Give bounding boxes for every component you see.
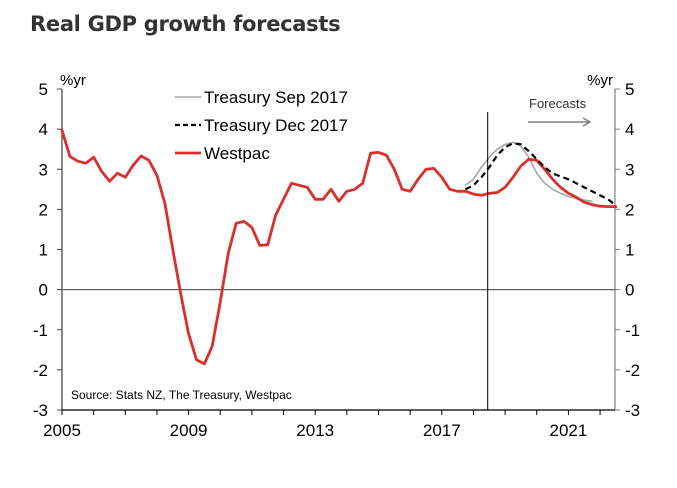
y-tick-label-left: -2	[33, 361, 48, 380]
y-tick-label-left: 4	[39, 120, 48, 139]
y-tick-label-left: 3	[39, 160, 48, 179]
annotations: Forecasts Source: Stats NZ, The Treasury,…	[71, 96, 592, 410]
y-tick-label-right: -3	[625, 401, 640, 420]
x-tick-label: 2013	[296, 421, 334, 440]
y-tick-label-right: 3	[625, 160, 634, 179]
y-tick-label-right: 0	[625, 281, 634, 300]
series-line-westpac	[60, 128, 618, 366]
chart-title: Real GDP growth forecasts	[30, 12, 341, 36]
x-tick-label: 2009	[170, 421, 208, 440]
legend-label: Treasury Dec 2017	[204, 116, 348, 135]
axes: 5 5 4 4 3 3 2 2 1 1 0 0 -1 -1 -2 -2 -3 -3 %yr %yr 2005 2009 20…	[33, 72, 640, 440]
y-tick-label-left: 5	[39, 80, 48, 99]
y-unit-label-right: %yr	[587, 72, 613, 89]
series-line-treasury-sep-2017	[464, 141, 593, 203]
x-tick-label: 2017	[423, 421, 461, 440]
source-note: Source: Stats NZ, The Treasury, Westpac	[71, 388, 292, 402]
series-lines	[60, 128, 618, 366]
forecasts-arrow-icon	[582, 117, 592, 127]
x-tick-label: 2021	[549, 421, 587, 440]
y-tick-label-right: 1	[625, 241, 634, 260]
y-tick-label-right: 2	[625, 200, 634, 219]
y-tick-label-right: -2	[625, 361, 640, 380]
y-tick-label-right: 4	[625, 120, 634, 139]
y-tick-label-left: 2	[39, 200, 48, 219]
x-tick-label: 2005	[43, 421, 81, 440]
y-tick-label-right: -1	[625, 321, 640, 340]
y-tick-label-left: -1	[33, 321, 48, 340]
legend: Treasury Sep 2017 Treasury Dec 2017 Westpa…	[175, 88, 348, 163]
series-line-treasury-dec-2017	[465, 142, 617, 207]
y-tick-label-left: 1	[39, 241, 48, 260]
y-unit-label-left: %yr	[60, 72, 86, 89]
forecasts-label: Forecasts	[529, 96, 587, 111]
y-tick-label-right: 5	[625, 80, 634, 99]
legend-label: Treasury Sep 2017	[204, 88, 348, 107]
y-tick-label-left: -3	[33, 401, 48, 420]
y-tick-label-left: 0	[39, 281, 48, 300]
legend-label: Westpac	[204, 144, 270, 163]
